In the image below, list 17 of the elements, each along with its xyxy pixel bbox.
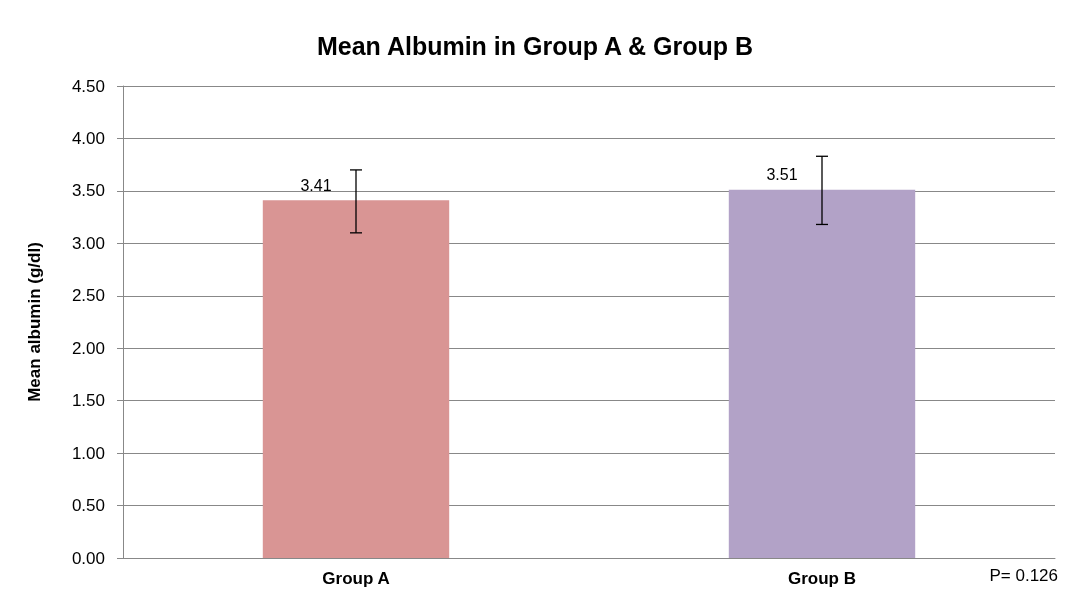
- y-tick-label: 4.00: [71, 128, 105, 148]
- y-tick-label: 1.00: [71, 443, 105, 463]
- y-axis-title: Mean albumin (g/dl): [25, 242, 44, 402]
- y-tick-label: 0.50: [71, 496, 105, 516]
- y-tick-label: 2.50: [71, 286, 105, 306]
- y-tick-label: 4.50: [71, 76, 105, 96]
- text: P= 0.126: [989, 566, 1058, 585]
- y-tick-label: 3.00: [71, 233, 105, 253]
- y-tick-label: 2.00: [71, 338, 105, 358]
- chart-title: Mean Albumin in Group A & Group B: [316, 31, 754, 60]
- y-tick-label: 0.00: [71, 548, 105, 568]
- data-label: 3.41: [300, 176, 332, 194]
- x-tick-label: Group B: [788, 569, 856, 588]
- x-tick-label: Group A: [322, 569, 390, 588]
- y-tick-label: 3.50: [71, 181, 105, 201]
- data-label: 3.51: [766, 166, 798, 184]
- y-tick-label: 1.50: [71, 391, 105, 411]
